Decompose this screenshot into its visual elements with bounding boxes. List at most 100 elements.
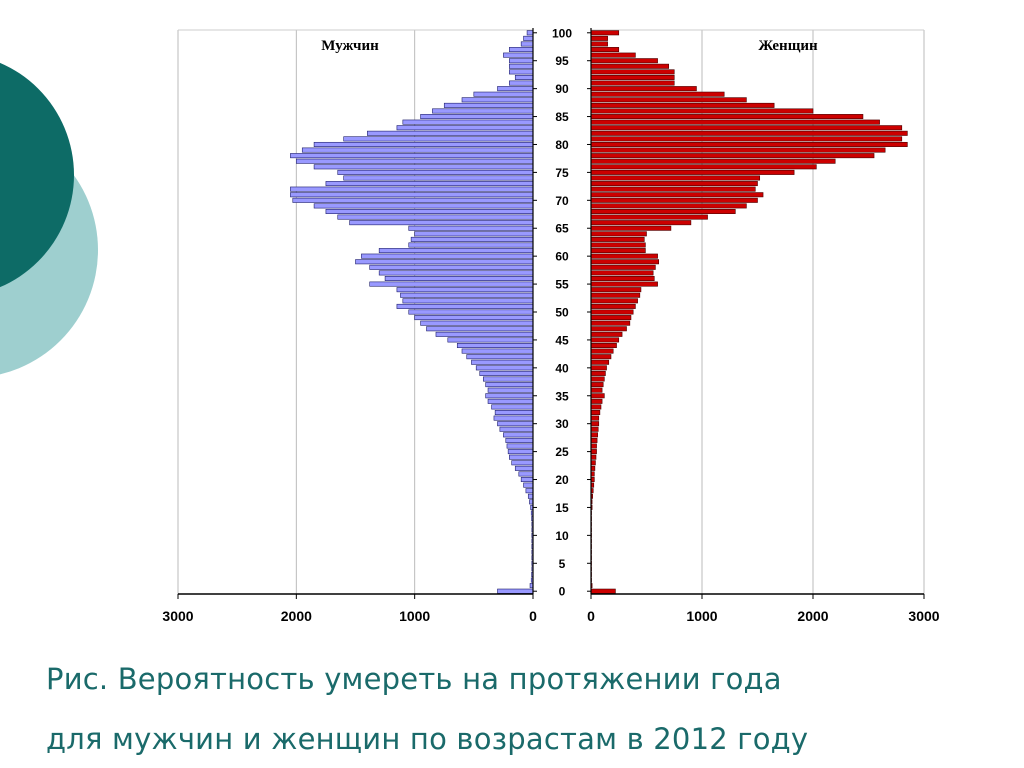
female-bar-age-68 [590,208,736,214]
age-tick-label: 60 [555,250,569,264]
decorative-circles [0,62,98,375]
female-bar-age-87 [590,102,775,108]
age-tick-label: 90 [555,82,569,96]
female-bar-age-38 [590,376,605,382]
caption-line-1: Рис. Вероятность умереть на протяжении г… [46,662,782,696]
male-bar-age-79 [301,147,534,153]
mortality-pyramid-chart: 0 5 10 15 20 25 30 35 40 45 50 55 60 65 70 75 80 85 90 95 10… [162,26,939,624]
female-bar-age-85 [590,114,864,120]
male-bar-age-92 [514,74,534,80]
male-bar-age-65 [408,225,534,231]
female-bar-age-40 [590,365,607,371]
male-bar-age-21 [518,471,534,477]
age-tick-label: 15 [555,501,569,515]
age-tick-label: 0 [559,585,566,599]
female-bar-age-43 [590,348,614,354]
male-bar-age-84 [402,119,534,125]
age-tick-label: 50 [555,306,569,320]
female-bars [590,30,908,594]
female-bar-age-73 [590,181,758,187]
female-bar-age-60 [590,253,658,259]
female-bar-age-67 [590,214,708,220]
male-bar-age-18 [525,488,534,494]
female-bar-age-28 [590,432,598,438]
female-bar-age-98 [590,41,608,47]
male-bar-age-89 [473,91,534,97]
female-bar-age-30 [590,421,600,427]
female-bar-age-83 [590,125,903,131]
male-bar-age-44 [456,343,534,348]
male-bar-age-54 [396,287,534,293]
female-bar-age-33 [590,404,602,410]
female-bar-age-92 [590,74,675,80]
female-bar-age-31 [590,415,600,421]
male-bar-age-19 [523,482,534,488]
age-tick-label: 10 [555,529,569,543]
female-series-title: Женщин [758,38,818,54]
male-bar-age-64 [414,231,534,237]
male-bar-age-24 [509,454,534,460]
male-bar-age-45 [447,337,534,343]
age-tick-label: 30 [555,417,569,431]
x-tick-label-female: 1000 [686,608,717,624]
male-bar-age-99 [523,35,534,41]
male-bar-age-66 [349,220,534,226]
age-tick-label: 5 [559,557,566,571]
female-bar-age-45 [590,337,620,343]
age-tick-label: 100 [552,26,572,40]
female-bar-age-94 [590,63,669,69]
female-bar-age-53 [590,292,641,298]
age-tick-label: 70 [555,194,569,208]
male-bar-age-98 [520,41,534,47]
female-bar-age-56 [590,276,655,281]
male-bar-age-81 [343,136,534,142]
male-bar-age-32 [494,410,534,416]
male-bar-age-17 [527,493,534,499]
male-bar-age-50 [408,309,534,315]
male-bar-age-75 [337,169,534,175]
deco-circle-dark [0,62,74,288]
x-tick-label-male: 2000 [281,608,312,624]
male-bar-age-20 [520,477,534,483]
x-tick-label-male: 3000 [162,608,193,624]
male-bar-age-57 [378,270,534,276]
age-tick-label: 40 [555,361,569,375]
male-bar-age-26 [506,443,534,449]
female-bar-age-84 [590,119,880,125]
female-bar-age-86 [590,108,814,114]
male-bar-age-42 [466,354,534,360]
female-bar-age-36 [590,387,603,393]
female-bar-age-77 [590,158,836,164]
male-bar-age-82 [367,130,534,136]
male-bar-age-87 [443,102,534,108]
age-tick-label: 80 [555,138,569,152]
female-bar-age-35 [590,393,605,399]
age-tick-labels: 0 5 10 15 20 25 30 35 40 45 50 55 60 65 70 75 80 85 90 95 10… [533,26,591,599]
male-bar-age-56 [384,276,534,281]
male-bar-age-86 [432,108,534,114]
female-bar-age-37 [590,382,604,388]
female-bar-age-74 [590,175,761,181]
axes [177,28,925,599]
male-bar-age-48 [420,320,534,326]
female-bar-age-54 [590,287,642,293]
x-tick-label-female: 2000 [797,608,828,624]
male-bar-age-40 [475,365,534,371]
female-bar-age-42 [590,354,612,360]
male-bar-age-33 [491,404,534,410]
male-bar-age-23 [511,460,534,466]
female-bar-age-50 [590,309,634,315]
x-tick-labels: 0 0 1000 1000 2000 2000 3000 3000 [162,608,939,624]
male-bar-age-78 [290,153,534,159]
male-bar-age-61 [378,248,534,254]
female-bar-age-88 [590,97,747,103]
age-tick-label: 20 [555,473,569,487]
x-tick-label-female: 0 [587,608,595,624]
male-bar-age-74 [343,175,534,181]
male-bar-age-59 [355,259,534,265]
male-bar-age-69 [313,203,534,209]
male-bar-age-31 [493,415,534,421]
male-bar-age-93 [509,69,534,75]
female-bar-age-63 [590,236,645,242]
male-bar-age-67 [337,214,534,220]
